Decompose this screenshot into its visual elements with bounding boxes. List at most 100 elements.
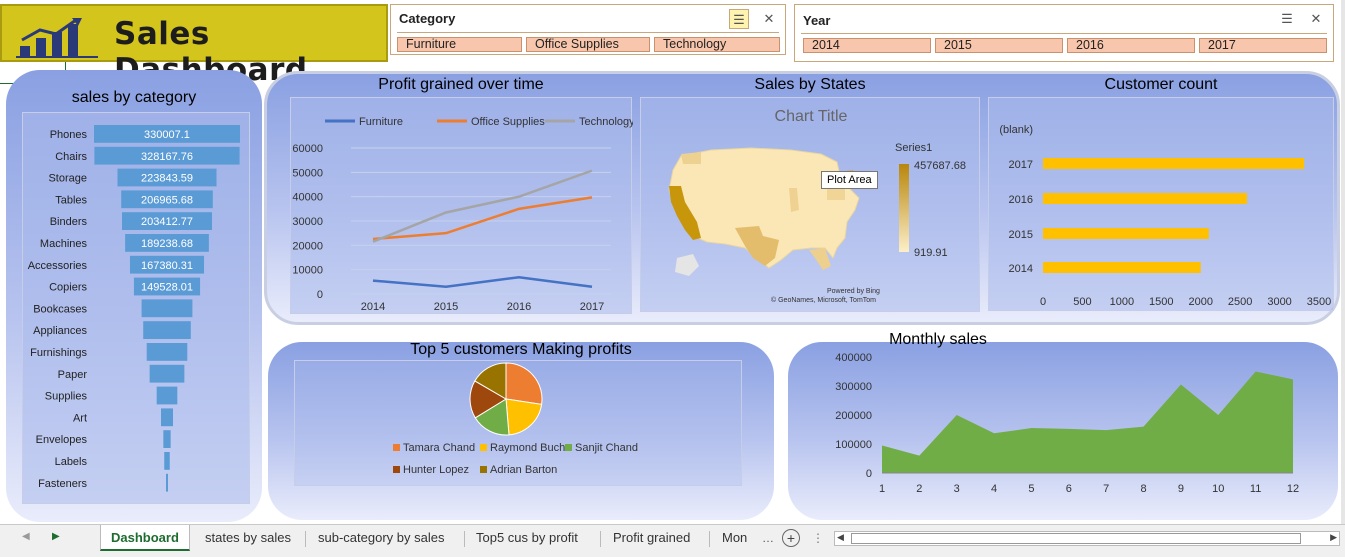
line-x-tick-label: 2014 <box>361 301 385 313</box>
year-item-2016[interactable]: 2016 <box>1067 38 1195 53</box>
split-handle-icon[interactable]: ⋮ <box>812 531 824 545</box>
line-y-tick-label: 60000 <box>292 143 323 155</box>
category-bar <box>164 452 170 470</box>
line-y-tick-label: 0 <box>317 289 323 301</box>
top5-pie-svg: Tamara Chand Raymond Buch Sanjit Chand Hunt… <box>393 362 638 476</box>
tab-top5-cus-by-profit[interactable]: Top5 cus by profit <box>476 530 578 545</box>
category-data-label: 206965.68 <box>141 194 193 206</box>
multi-select-icon[interactable]: ☰ <box>1281 11 1293 26</box>
area-x-tick-label: 2 <box>916 483 922 495</box>
pie-legend-swatch <box>480 444 487 451</box>
customer-y-tick-label: 2017 <box>1009 159 1033 171</box>
tab-separator <box>600 531 601 547</box>
dashboard-header: Sales Dashboard <box>0 4 388 88</box>
scroll-right-icon[interactable]: ▶ <box>1330 532 1337 542</box>
pie-legend-swatch <box>393 466 400 473</box>
map-legend-min: 919.91 <box>914 247 948 259</box>
tab-dashboard[interactable]: Dashboard <box>100 525 190 551</box>
customer-x-tick-label: 1500 <box>1149 296 1173 308</box>
customer-count-bar <box>1043 262 1201 273</box>
year-item-2015[interactable]: 2015 <box>935 38 1063 53</box>
scrollbar-thumb[interactable] <box>851 533 1301 544</box>
scroll-left-icon[interactable]: ◀ <box>837 532 844 542</box>
year-item-2014[interactable]: 2014 <box>803 38 931 53</box>
area-x-tick-label: 11 <box>1250 483 1261 495</box>
category-slicer-label: Category <box>399 11 456 26</box>
customer-y-tick-label: 2016 <box>1009 194 1033 206</box>
multi-select-icon[interactable]: ☰ <box>729 9 749 29</box>
area-x-tick-label: 10 <box>1212 483 1224 495</box>
category-tick-label: Art <box>73 412 87 424</box>
customer-count-bar <box>1043 228 1209 239</box>
customer-y-tick-label: 2015 <box>1009 229 1033 241</box>
line-y-tick-label: 40000 <box>292 192 323 204</box>
map-powered-by: Powered by Bing <box>827 288 880 295</box>
category-tick-label: Storage <box>48 173 87 185</box>
california-shape <box>669 186 701 240</box>
vertical-scrollbar[interactable] <box>1341 0 1345 524</box>
category-bar <box>94 125 240 143</box>
pie-legend-label: Tamara Chand <box>403 442 475 454</box>
customer-count-bar <box>1043 193 1248 204</box>
state-shade-wa <box>681 152 701 164</box>
category-data-label: 149528.01 <box>141 282 193 294</box>
category-bar <box>161 408 173 427</box>
area-y-tick-label: 200000 <box>835 410 872 422</box>
area-x-tick-label: 8 <box>1140 483 1146 495</box>
category-data-label: 203412.77 <box>141 216 193 228</box>
clear-filter-icon[interactable]: ✕ <box>763 11 775 26</box>
tab-profit-grained[interactable]: Profit grained <box>613 530 691 545</box>
tab-sub-category-by-sales[interactable]: sub-category by sales <box>318 530 445 545</box>
tab-more-icon[interactable]: … <box>762 531 774 545</box>
pie-legend-label: Adrian Barton <box>490 464 557 476</box>
tab-separator <box>305 531 306 547</box>
category-tick-label: Paper <box>58 369 88 381</box>
area-x-tick-label: 12 <box>1287 483 1299 495</box>
pie-slice <box>505 398 543 436</box>
customer-x-tick-label: 3000 <box>1267 296 1291 308</box>
tab-scroll-right-icon[interactable]: ▶ <box>52 531 60 542</box>
category-data-label: 328167.76 <box>141 151 193 163</box>
category-bar <box>166 473 168 492</box>
tab-separator <box>464 531 465 547</box>
category-item-furniture[interactable]: Furniture <box>397 37 522 52</box>
customer-x-tick-label: 500 <box>1073 296 1091 308</box>
profit-over-time-chart: 0 10000 20000 30000 40000 50000 60000 2014 2015 2… <box>290 97 635 314</box>
tab-separator <box>709 531 710 547</box>
year-item-2017[interactable]: 2017 <box>1199 38 1327 53</box>
category-item-office-supplies[interactable]: Office Supplies <box>526 37 650 52</box>
area-y-tick-label: 300000 <box>835 381 872 393</box>
customer-y-tick-label: (blank) <box>999 124 1033 136</box>
category-bar <box>163 430 171 448</box>
category-tick-label: Labels <box>55 456 88 468</box>
line-y-tick-label: 30000 <box>292 216 323 228</box>
customer-count-chart: (blank) 2017 2016 2015 2014 0 500 1000 1500 2000 2… <box>988 97 1334 311</box>
map-chart-title: Chart Title <box>774 108 848 125</box>
category-bar <box>94 146 240 165</box>
category-data-label: 189238.68 <box>141 238 193 250</box>
horizontal-scrollbar[interactable]: ◀ ▶ <box>834 531 1340 546</box>
area-x-tick-label: 4 <box>991 483 997 495</box>
category-item-technology[interactable]: Technology <box>654 37 780 52</box>
tab-states-by-sales[interactable]: states by sales <box>205 530 291 545</box>
area-x-tick-label: 6 <box>1066 483 1072 495</box>
category-bar <box>146 343 188 361</box>
clear-filter-icon[interactable]: ✕ <box>1310 11 1322 26</box>
sales-by-category-svg: Phones 330007.1 Chairs 328167.76 Storage 2238… <box>28 125 240 492</box>
sheet-tab-bar: ◀ ▶ Dashboard states by sales sub-catego… <box>0 524 1345 557</box>
line-x-tick-label: 2016 <box>507 301 531 313</box>
add-sheet-icon[interactable]: + <box>782 529 800 547</box>
category-bar <box>129 255 205 274</box>
line-y-tick-label: 20000 <box>292 240 323 252</box>
bar-chart-logo-icon <box>16 16 98 58</box>
tab-monthly[interactable]: Mon <box>722 530 748 545</box>
area-x-tick-label: 7 <box>1103 483 1109 495</box>
profit-line-svg: 0 10000 20000 30000 40000 50000 60000 2014 2015 2… <box>292 116 635 313</box>
plot-area-tooltip: Plot Area <box>821 171 878 189</box>
customer-y-tick-label: 2014 <box>1009 263 1033 275</box>
customer-x-tick-label: 2000 <box>1188 296 1212 308</box>
pie-slice <box>474 362 507 400</box>
area-x-tick-label: 1 <box>879 483 885 495</box>
tab-scroll-left-icon[interactable]: ◀ <box>22 531 30 542</box>
